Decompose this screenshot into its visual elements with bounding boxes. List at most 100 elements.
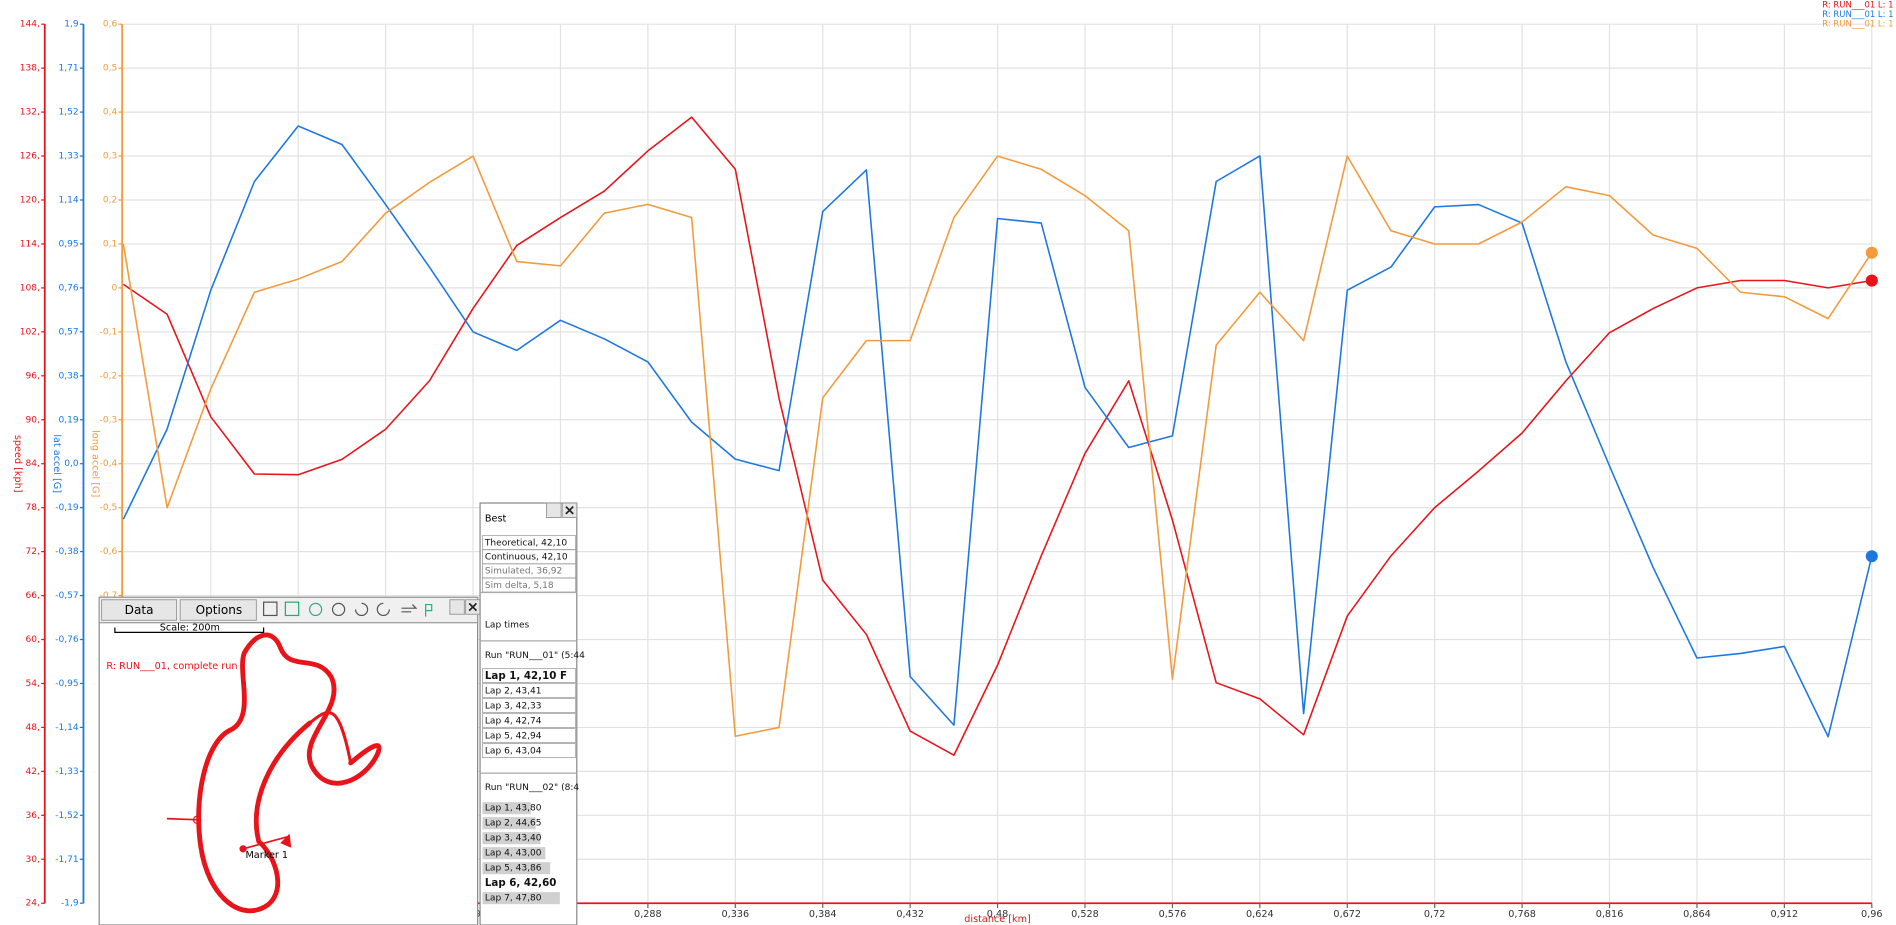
y-tick-label: 60, (26, 635, 40, 645)
track-path-segment (308, 711, 353, 764)
section-title: Lap times (485, 621, 530, 631)
scale-label: Scale: 200m (160, 623, 220, 634)
lap-time: Lap 4, 43,00 (485, 849, 542, 859)
lap-time: Lap 6, 42,60 (485, 877, 556, 889)
tab-label[interactable]: Options (196, 603, 243, 617)
series-line (122, 155, 1873, 738)
y-tick-label: -0,95 (55, 679, 78, 689)
zoom-out-icon[interactable] (331, 602, 346, 617)
y-tick-label: -0,5 (100, 503, 118, 513)
run-title: Run "RUN___01" (5:44 (485, 651, 585, 661)
x-tick-label: 0,912 (1771, 909, 1799, 920)
lap-time: Lap 5, 43,86 (485, 864, 542, 874)
y-tick-label: 72, (26, 547, 40, 557)
marker-label: Marker 1 (245, 850, 288, 861)
x-tick-label: 0,48 (987, 909, 1009, 920)
legend-entry: R: RUN___01 L: 1 (1822, 0, 1893, 9)
y-axis-label: lat accel [G] (51, 434, 62, 493)
tab-options[interactable] (179, 599, 257, 621)
y-tick-label: 96, (26, 371, 40, 381)
x-tick-label: 0,672 (1333, 909, 1361, 920)
tab-data[interactable] (101, 599, 178, 621)
row-box (482, 728, 576, 743)
row-box (482, 683, 576, 698)
x-tick-label: 0,72 (1424, 909, 1446, 920)
y-tick-label: 0,38 (58, 371, 78, 381)
y-tick-label: -0,38 (55, 547, 79, 557)
y-tick-label: 78, (26, 503, 40, 513)
x-axis-label: distance [km] (964, 914, 1031, 925)
y-tick-label: -1,71 (55, 855, 78, 865)
lap-time: Lap 4, 42,74 (485, 716, 542, 726)
end-marker (1865, 274, 1878, 287)
y-tick-label: 24, (26, 899, 40, 909)
rotate-ccw-icon[interactable] (376, 602, 390, 617)
lap-time: Lap 1, 42,10 F (485, 670, 567, 682)
y-tick-label: -0,2 (100, 371, 118, 381)
row-box (482, 743, 576, 758)
legend-entry: R: RUN___01 L: 1 (1822, 19, 1893, 29)
lap-bar (482, 802, 531, 815)
best-time: Simulated, 36,92 (485, 567, 562, 577)
y-tick-label: -0,1 (100, 327, 118, 337)
y-tick-label: 30, (26, 855, 40, 865)
best-time: Theoretical, 42,10 (484, 538, 567, 548)
lap-time: Lap 3, 42,33 (485, 701, 542, 711)
flag-icon[interactable] (401, 604, 418, 613)
y-tick-label: 42, (26, 767, 40, 777)
y-tick-label: 90, (26, 415, 40, 425)
y-tick-label: 108, (20, 283, 40, 293)
legend-entry: R: RUN___01 L: 1 (1822, 9, 1893, 19)
x-tick-label: 0,624 (1246, 909, 1274, 920)
y-tick-label: 1,33 (58, 152, 78, 162)
rotate-cw-icon[interactable] (354, 602, 369, 617)
close-icon (565, 506, 574, 515)
y-tick-label: 0,2 (103, 195, 117, 205)
lap-time: Lap 6, 43,04 (485, 746, 542, 756)
y-tick-label: 0 (112, 283, 118, 293)
lap-time: Lap 2, 43,41 (485, 686, 542, 696)
lap-bar (482, 817, 536, 830)
x-tick-label: 0,336 (721, 909, 749, 920)
y-tick-label: 0,76 (58, 283, 78, 293)
series-line (122, 125, 1873, 738)
y-tick-label: 54, (26, 679, 40, 689)
move-button[interactable] (449, 599, 465, 615)
lap-time: Lap 1, 43,80 (485, 804, 542, 814)
close-icon (468, 602, 478, 612)
y-tick-label: 1,9 (64, 20, 79, 30)
pin-icon[interactable] (425, 603, 433, 617)
y-tick-label: 0,4 (103, 108, 118, 118)
zoom-fit-icon[interactable] (263, 601, 278, 617)
x-tick-label: 0,816 (1596, 909, 1624, 920)
y-tick-label: 0,19 (58, 415, 78, 425)
move-button[interactable] (546, 502, 562, 518)
y-tick-label: 0,1 (103, 239, 117, 249)
panel-title: Best (485, 514, 507, 525)
best-time: Sim delta, 5,18 (485, 581, 554, 591)
tab-label[interactable]: Data (125, 603, 154, 617)
zoom-in-icon[interactable] (308, 602, 323, 617)
direction-arrow (242, 833, 292, 850)
end-marker (1865, 550, 1878, 563)
row-box (482, 668, 576, 683)
y-tick-label: 0,0 (64, 459, 79, 469)
x-tick-label: 0,288 (634, 909, 662, 920)
y-tick-label: -1,14 (55, 723, 79, 733)
x-tick-label: 0,384 (809, 909, 837, 920)
y-tick-label: 138, (20, 64, 40, 74)
scale-bar (114, 627, 265, 633)
y-tick-label: 114, (20, 239, 40, 249)
lap-bar (482, 862, 551, 875)
y-tick-label: 1,52 (58, 108, 78, 118)
row-box (482, 698, 576, 713)
edit-icon[interactable] (284, 601, 300, 617)
x-tick-label: 0,96 (1861, 909, 1883, 920)
y-tick-label: -1,52 (55, 811, 78, 821)
y-tick-label: -1,9 (61, 899, 79, 909)
x-tick-label: 0,864 (1683, 909, 1711, 920)
y-tick-label: -0,3 (100, 415, 118, 425)
series-line (122, 116, 1872, 757)
y-tick-label: 0,6 (103, 20, 118, 30)
